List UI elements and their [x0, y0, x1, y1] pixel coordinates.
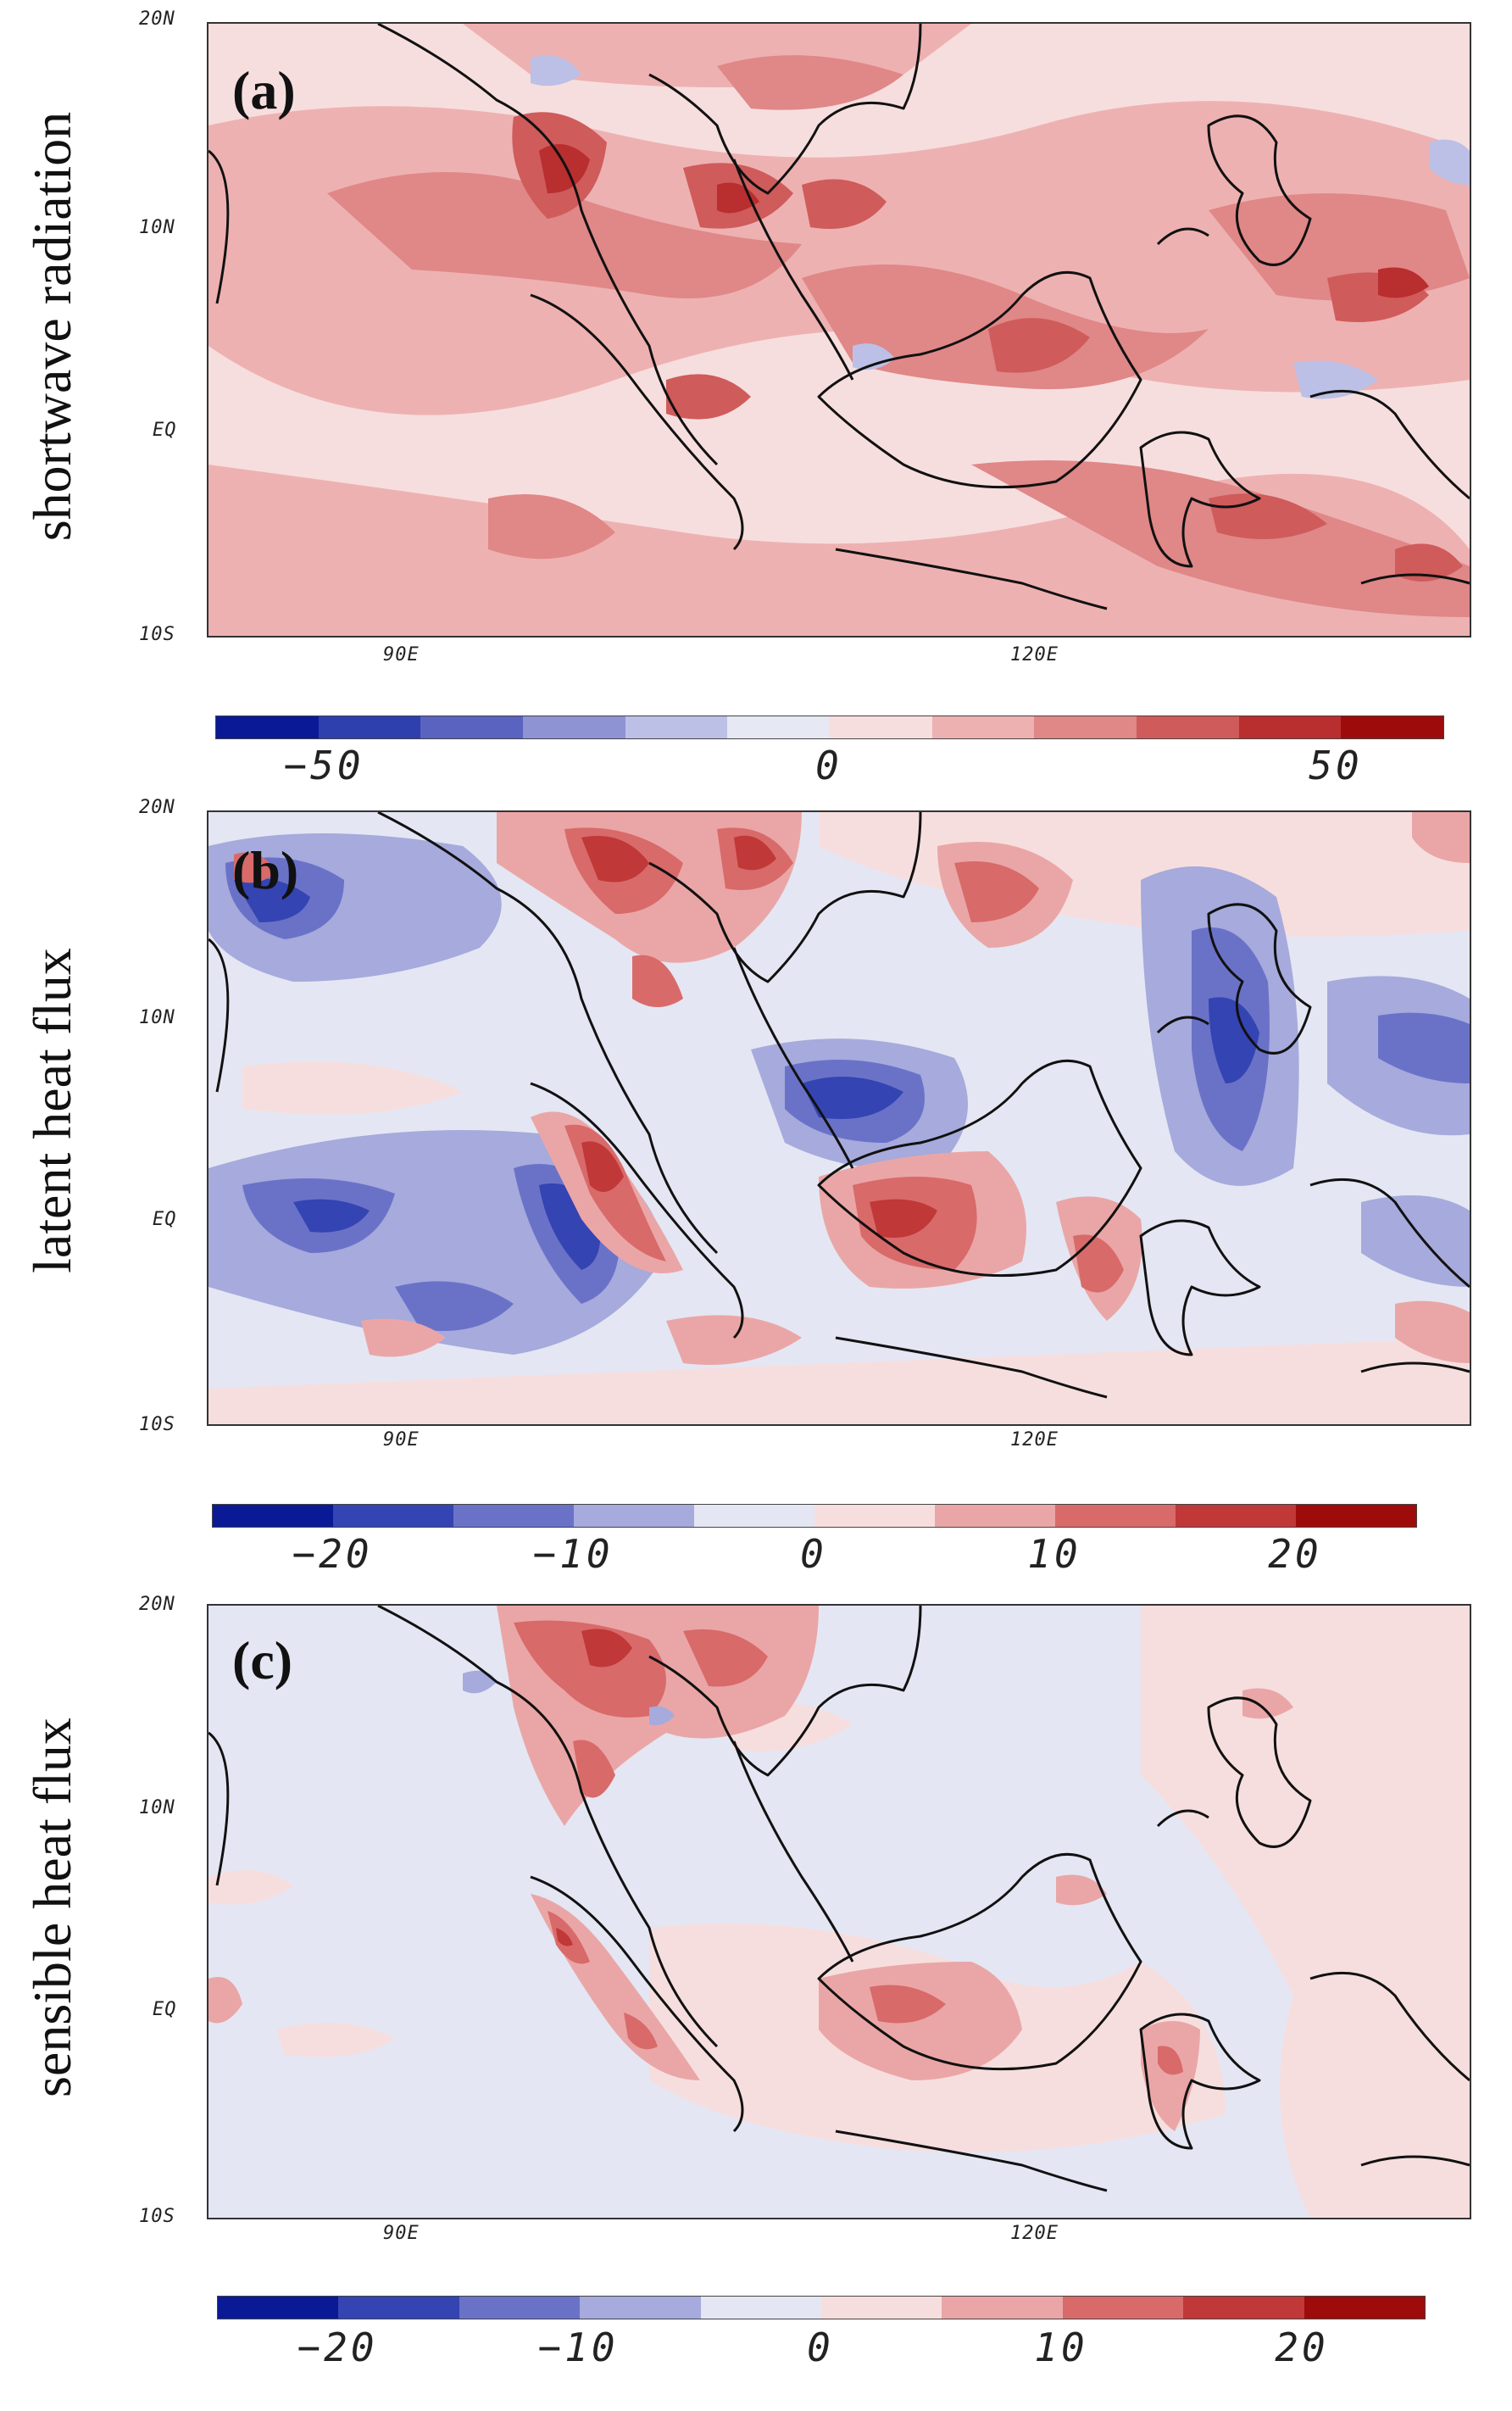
colorbar-segment [1238, 716, 1342, 738]
map-panel-c [207, 1604, 1471, 2219]
map-field-a [208, 24, 1470, 636]
panel-c: sensible heat flux 20N 10N EQ 10S [0, 1594, 1512, 2411]
colorbar-c-tick: −20 [297, 2325, 378, 2370]
lat-tick-20n: 20N [139, 8, 175, 30]
colorbar-c-tick: 10 [1034, 2325, 1088, 2370]
lat-tick-10s: 10S [139, 624, 175, 645]
colorbar-b-tick: 0 [800, 1531, 827, 1577]
colorbar-segment [333, 1505, 453, 1527]
lon-tick-90e: 90E [383, 2223, 420, 2244]
colorbar-segment [318, 716, 421, 738]
colorbar-segment [213, 1505, 333, 1527]
colorbar-b [212, 1504, 1417, 1528]
colorbar-segment [1304, 2297, 1426, 2319]
colorbar-segment [338, 2297, 459, 2319]
colorbar-segment [420, 716, 524, 738]
colorbar-segment [523, 716, 625, 738]
lon-tick-120e: 120E [1010, 644, 1059, 665]
colorbar-segment [727, 716, 831, 738]
lat-tick-eq: EQ [153, 1209, 177, 1230]
lat-tick-eq: EQ [153, 1999, 177, 2020]
colorbar-segment [1176, 1505, 1296, 1527]
colorbar-c-tick: −10 [537, 2325, 619, 2370]
colorbar-segment [1183, 2297, 1304, 2319]
lon-tick-120e: 120E [1010, 1429, 1059, 1450]
colorbar-segment [830, 716, 932, 738]
colorbar-c-tick: 20 [1275, 2325, 1329, 2370]
colorbar-segment [935, 1505, 1055, 1527]
colorbar-segment [216, 716, 319, 738]
lat-tick-10s: 10S [139, 2206, 175, 2227]
colorbar-segment [218, 2297, 339, 2319]
lat-tick-10n: 10N [139, 1797, 175, 1818]
colorbar-segment [1034, 716, 1137, 738]
y-axis-title: latent heat flux [22, 948, 82, 1273]
colorbar-a-tick: 50 [1309, 743, 1363, 788]
colorbar-segment [931, 716, 1035, 738]
lat-tick-eq: EQ [153, 420, 177, 441]
colorbar-b-tick: 20 [1268, 1531, 1322, 1577]
colorbar-b-tick: 10 [1027, 1531, 1081, 1577]
colorbar-segment [459, 2297, 581, 2319]
colorbar-segment [574, 1505, 694, 1527]
colorbar-segment [694, 1505, 814, 1527]
panel-label: (b) [232, 840, 299, 900]
lat-tick-20n: 20N [139, 1594, 175, 1615]
panel-a: shortwave radiation 20N 10N EQ 10S [0, 0, 1512, 797]
colorbar-segment [814, 1505, 935, 1527]
map-panel-a [207, 22, 1471, 638]
lon-tick-120e: 120E [1010, 2223, 1059, 2244]
map-field-b [208, 812, 1470, 1424]
panel-label: (c) [232, 1630, 293, 1690]
colorbar-c-tick: 0 [807, 2325, 834, 2370]
lon-tick-90e: 90E [383, 1429, 420, 1450]
colorbar-b-tick: −10 [532, 1531, 614, 1577]
lon-tick-90e: 90E [383, 644, 420, 665]
colorbar-a [215, 716, 1444, 739]
colorbar-segment [821, 2297, 942, 2319]
colorbar-segment [625, 716, 728, 738]
colorbar-segment [942, 2297, 1063, 2319]
colorbar-segment [1341, 716, 1444, 738]
lat-tick-10s: 10S [139, 1414, 175, 1435]
panel-label: (a) [232, 60, 296, 120]
lat-tick-10n: 10N [139, 217, 175, 238]
colorbar-segment [1137, 716, 1239, 738]
y-axis-title: sensible heat flux [22, 1718, 82, 2097]
colorbar-segment [580, 2297, 701, 2319]
colorbar-a-tick: −50 [283, 743, 364, 788]
colorbar-b-tick: −20 [292, 1531, 373, 1577]
lat-tick-10n: 10N [139, 1007, 175, 1028]
colorbar-segment [1296, 1505, 1416, 1527]
colorbar-c [217, 2296, 1426, 2319]
colorbar-a-tick: 0 [815, 743, 842, 788]
colorbar-segment [1062, 2297, 1184, 2319]
panel-b: latent heat flux 20N 10N EQ 10S [0, 797, 1512, 1594]
y-axis-title: shortwave radiation [22, 111, 82, 542]
lat-tick-20n: 20N [139, 797, 175, 818]
colorbar-segment [453, 1505, 574, 1527]
colorbar-segment [1055, 1505, 1176, 1527]
map-panel-b [207, 810, 1471, 1426]
colorbar-segment [700, 2297, 822, 2319]
map-field-c [208, 1606, 1470, 2218]
